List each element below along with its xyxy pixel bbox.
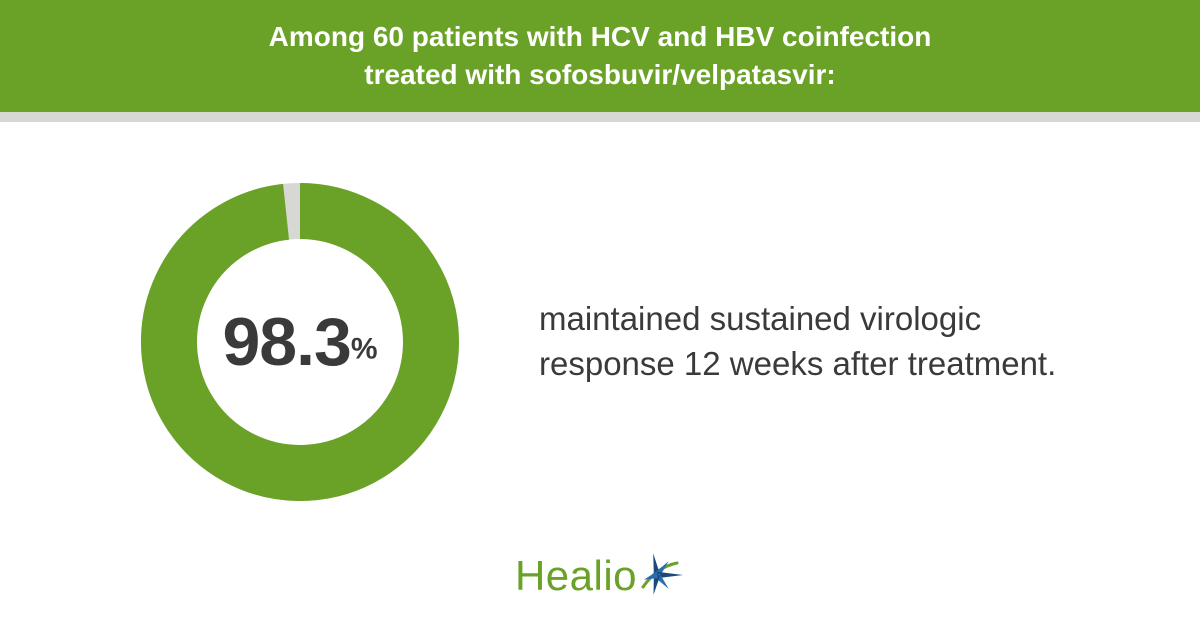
description-text: maintained sustained virologic response …: [539, 297, 1059, 386]
brand-logo: Healio: [515, 552, 685, 600]
brand-logo-text: Healio: [515, 552, 637, 600]
donut-percent-suffix: %: [351, 333, 378, 366]
donut-chart: 98.3%: [141, 183, 459, 501]
footer: Healio: [0, 542, 1200, 630]
header-divider: [0, 112, 1200, 122]
main-content: 98.3% maintained sustained virologic res…: [0, 122, 1200, 542]
donut-percent-value: 98.3: [222, 304, 350, 380]
header-banner: Among 60 patients with HCV and HBV coinf…: [0, 0, 1200, 112]
donut-center-label: 98.3%: [141, 183, 459, 501]
header-line-2: treated with sofosbuvir/velpatasvir:: [364, 56, 835, 94]
star-icon: [639, 553, 685, 599]
header-line-1: Among 60 patients with HCV and HBV coinf…: [269, 18, 932, 56]
